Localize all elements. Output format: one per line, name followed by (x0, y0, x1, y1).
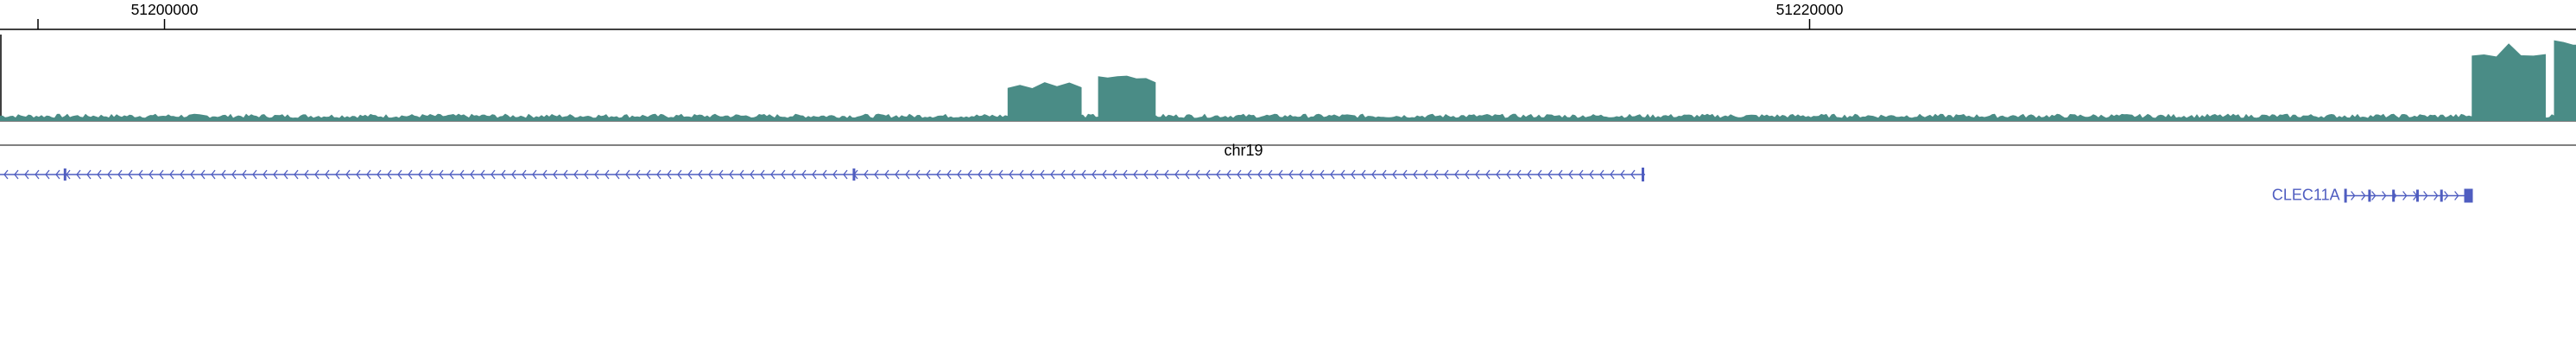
gene-model[interactable]: CLEC11A (2272, 186, 2473, 203)
exon-block (1642, 168, 1644, 181)
exon-block (2440, 189, 2443, 202)
ruler-tick-label: 51220000 (1776, 1, 1844, 18)
exon-block (2464, 188, 2473, 203)
exon-block (2368, 189, 2371, 202)
coverage-peak (1098, 75, 1156, 121)
coverage-track[interactable] (0, 35, 2576, 122)
exon-block (852, 168, 856, 181)
ruler-tick-label: 51200000 (131, 1, 199, 18)
gene-annotation-track[interactable]: SHANK1CLEC11AGPR32ACPTC19orf48C19orf48SN… (0, 165, 2576, 352)
exon-block (2392, 189, 2396, 202)
gene-model[interactable]: SHANK1 (0, 165, 1645, 182)
exon-block (2344, 188, 2347, 203)
coverage-peak (2554, 40, 2576, 121)
strand-chevrons (3, 169, 1636, 180)
coverage-peak (1007, 82, 1082, 121)
chromosome-label: chr19 (1224, 142, 1263, 159)
coverage-background (0, 113, 2576, 121)
coordinate-ruler: 5120000051220000512400005126000051280000… (0, 1, 2576, 30)
exon-block (63, 168, 66, 181)
exon-block (2415, 189, 2419, 202)
chromosome-label-group: chr19 (0, 142, 2576, 159)
coverage-peak (2472, 43, 2546, 122)
gene-label[interactable]: CLEC11A (2272, 186, 2340, 203)
